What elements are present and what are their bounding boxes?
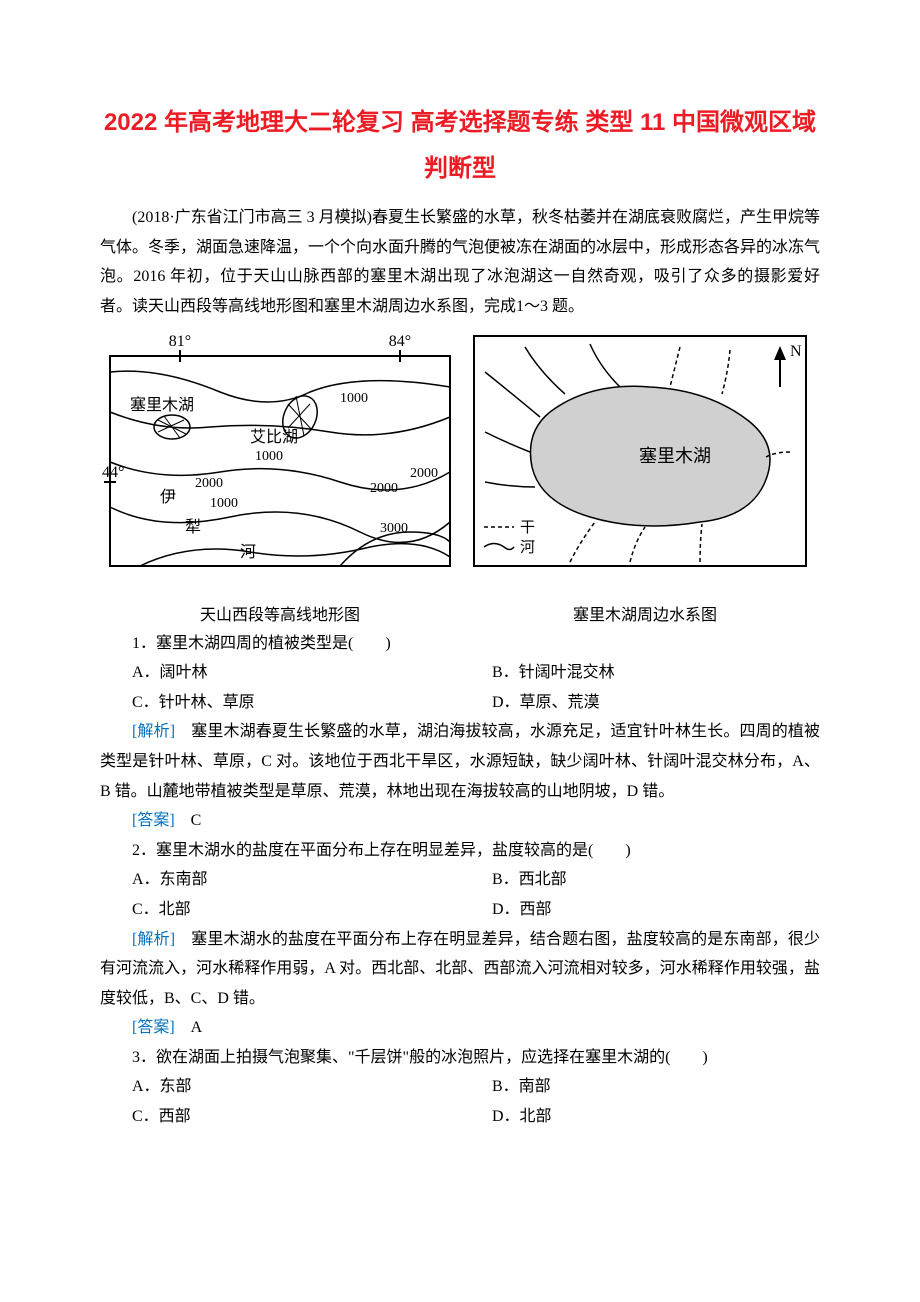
q1-options-row1: A．阔叶林 B．针阔叶混交林 bbox=[100, 658, 820, 688]
contour-2000b: 2000 bbox=[370, 481, 398, 496]
title-line-2: 判断型 bbox=[424, 155, 496, 182]
q2-opt-c: C．北部 bbox=[100, 895, 460, 925]
q3-opt-b: B．南部 bbox=[460, 1072, 820, 1102]
legend-dry: 干 bbox=[520, 520, 535, 536]
drainage-map-svg: N 塞里木湖 干 bbox=[470, 332, 810, 592]
contour-2000c: 2000 bbox=[410, 466, 438, 481]
q3-stem: 3．欲在湖面上拍摄气泡聚集、"千层饼"般的冰泡照片，应选择在塞里木湖的( ) bbox=[100, 1043, 820, 1073]
figure-left-caption: 天山西段等高线地形图 bbox=[100, 601, 460, 625]
q2-answer-text: A bbox=[175, 1019, 203, 1036]
q1-stem: 1．塞里木湖四周的植被类型是( ) bbox=[100, 629, 820, 659]
answer-label: [答案] bbox=[132, 1019, 175, 1036]
q3-options-row2: C．西部 D．北部 bbox=[100, 1102, 820, 1132]
figure-right: N 塞里木湖 干 bbox=[470, 332, 820, 625]
q1-analysis: [解析] 塞里木湖春夏生长繁盛的水草，湖泊海拔较高，水源充足，适宜针叶林生长。四… bbox=[100, 717, 820, 806]
figure-left: 81° 84° 44° bbox=[100, 332, 460, 625]
contour-map-svg: 81° 84° 44° bbox=[100, 332, 460, 592]
q1-opt-d: D．草原、荒漠 bbox=[460, 688, 820, 718]
figure-row: 81° 84° 44° bbox=[100, 332, 820, 625]
lake-name: 塞里木湖 bbox=[639, 446, 711, 466]
figure-right-caption: 塞里木湖周边水系图 bbox=[470, 601, 820, 625]
q1-opt-a: A．阔叶林 bbox=[100, 658, 460, 688]
q1-answer: [答案] C bbox=[100, 806, 820, 836]
river-label-yi: 伊 bbox=[160, 488, 176, 506]
answer-label: [答案] bbox=[132, 812, 175, 829]
lon-label-84: 84° bbox=[389, 333, 411, 350]
analysis-label: [解析] bbox=[132, 931, 175, 948]
q2-options-row2: C．北部 D．西部 bbox=[100, 895, 820, 925]
analysis-label: [解析] bbox=[132, 723, 175, 740]
contour-3000: 3000 bbox=[380, 521, 408, 536]
q2-opt-a: A．东南部 bbox=[100, 865, 460, 895]
north-label: N bbox=[790, 343, 802, 360]
q3-options-row1: A．东部 B．南部 bbox=[100, 1072, 820, 1102]
contour-1000a: 1000 bbox=[340, 391, 368, 406]
page-title: 2022 年高考地理大二轮复习 高考选择题专练 类型 11 中国微观区域 判断型 bbox=[100, 100, 820, 191]
q1-opt-c: C．针叶林、草原 bbox=[100, 688, 460, 718]
q1-opt-b: B．针阔叶混交林 bbox=[460, 658, 820, 688]
contour-1000b: 1000 bbox=[255, 449, 283, 464]
q2-answer: [答案] A bbox=[100, 1013, 820, 1043]
q1-answer-text: C bbox=[175, 812, 202, 829]
q1-analysis-text: 塞里木湖春夏生长繁盛的水草，湖泊海拔较高，水源充足，适宜针叶林生长。四周的植被类… bbox=[100, 723, 820, 799]
q3-opt-d: D．北部 bbox=[460, 1102, 820, 1132]
river-label-he: 河 bbox=[240, 543, 256, 561]
legend-river: 河 bbox=[520, 539, 535, 556]
contour-2000a: 2000 bbox=[195, 476, 223, 491]
title-line-1: 2022 年高考地理大二轮复习 高考选择题专练 类型 11 中国微观区域 bbox=[104, 109, 816, 136]
q1-options-row2: C．针叶林、草原 D．草原、荒漠 bbox=[100, 688, 820, 718]
q3-opt-a: A．东部 bbox=[100, 1072, 460, 1102]
page: 2022 年高考地理大二轮复习 高考选择题专练 类型 11 中国微观区域 判断型… bbox=[0, 0, 920, 1302]
q2-analysis-text: 塞里木湖水的盐度在平面分布上存在明显差异，结合题右图，盐度较高的是东南部，很少有… bbox=[100, 931, 820, 1007]
intro-paragraph: (2018·广东省江门市高三 3 月模拟)春夏生长繁盛的水草，秋冬枯萎并在湖底衰… bbox=[100, 203, 820, 321]
q2-opt-d: D．西部 bbox=[460, 895, 820, 925]
q2-opt-b: B．西北部 bbox=[460, 865, 820, 895]
q2-options-row1: A．东南部 B．西北部 bbox=[100, 865, 820, 895]
q3-opt-c: C．西部 bbox=[100, 1102, 460, 1132]
contour-1000c: 1000 bbox=[210, 496, 238, 511]
q2-analysis: [解析] 塞里木湖水的盐度在平面分布上存在明显差异，结合题右图，盐度较高的是东南… bbox=[100, 925, 820, 1014]
q2-stem: 2．塞里木湖水的盐度在平面分布上存在明显差异，盐度较高的是( ) bbox=[100, 836, 820, 866]
lake-label-sailimu: 塞里木湖 bbox=[130, 396, 194, 414]
lon-label-81: 81° bbox=[169, 333, 191, 350]
river-label-li: 犁 bbox=[185, 518, 201, 536]
lake-label-aibi: 艾比湖 bbox=[250, 428, 298, 446]
